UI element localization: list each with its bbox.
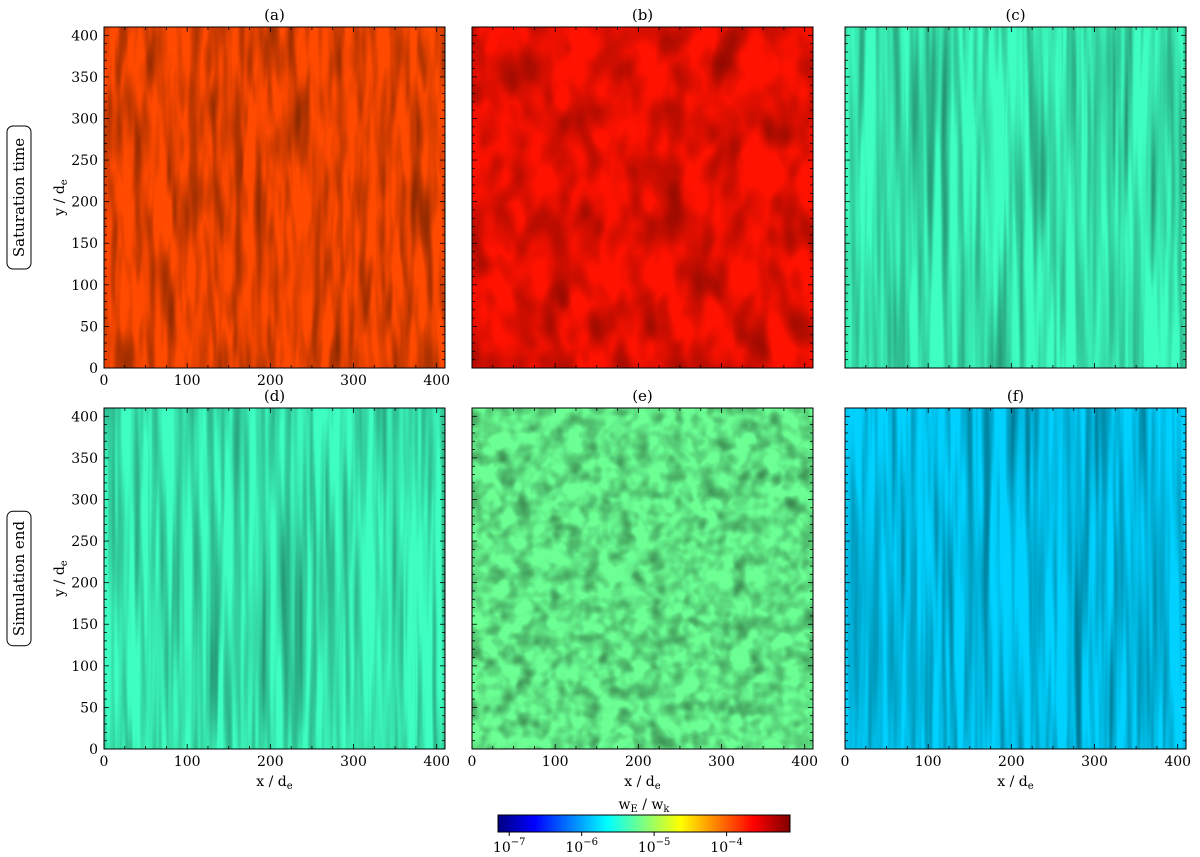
x-tick-label: 200 bbox=[257, 754, 284, 770]
x-tick-label: 200 bbox=[257, 373, 284, 389]
panel-a: (a) 0 100 200 300 400 0 50 100 150 200 250 300 350 400… bbox=[52, 6, 450, 389]
x-tick-label: 100 bbox=[174, 754, 201, 770]
x-axis-label: x / de bbox=[256, 774, 292, 792]
x-tick-label: 0 bbox=[468, 754, 477, 770]
y-tick-label: 350 bbox=[71, 70, 98, 86]
colorbar-tick-label: 10−6 bbox=[565, 837, 598, 856]
x-tick-label: 100 bbox=[542, 754, 569, 770]
colorbar-tick-label: 10−4 bbox=[710, 837, 743, 856]
x-tick-label: 300 bbox=[708, 754, 735, 770]
x-tick-label: 0 bbox=[100, 754, 109, 770]
y-tick-label: 200 bbox=[71, 195, 98, 211]
y-tick-label: 0 bbox=[89, 742, 98, 758]
panel-title: (a) bbox=[264, 6, 285, 24]
x-tick-label: 100 bbox=[915, 754, 942, 770]
x-tick-label: 200 bbox=[998, 754, 1025, 770]
colorbar-tick-label: 10−5 bbox=[638, 837, 671, 856]
panel-b: (b) bbox=[471, 6, 814, 369]
row-labels: Saturation time Simulation end bbox=[6, 125, 32, 647]
panel-frame bbox=[471, 407, 814, 750]
panels: (a) 0 100 200 300 400 0 50 100 150 200 250 300 350 400… bbox=[52, 6, 1191, 792]
x-tick-label: 100 bbox=[174, 373, 201, 389]
y-axis-label: y / de bbox=[52, 179, 70, 217]
y-tick-label: 150 bbox=[71, 236, 98, 252]
y-tick-label: 250 bbox=[71, 153, 98, 169]
y-tick-label: 250 bbox=[71, 534, 98, 550]
x-tick-label: 0 bbox=[841, 754, 850, 770]
colorbar: wE / wk 10−7 10−6 10−5 10−4 bbox=[493, 797, 791, 856]
panel-e: (e) 0 100 200 300 400 x / de bbox=[468, 387, 819, 792]
svg-text:Simulation end: Simulation end bbox=[10, 521, 28, 637]
panel-title: (e) bbox=[632, 387, 653, 405]
x-axis-label: x / de bbox=[997, 774, 1033, 792]
x-tick-label: 400 bbox=[791, 754, 818, 770]
x-tick-label: 300 bbox=[1081, 754, 1108, 770]
panel-f: (f) 0 100 200 300 400 x / de bbox=[841, 387, 1192, 792]
panel-frame bbox=[471, 26, 814, 369]
panel-c: (c) bbox=[844, 6, 1187, 369]
y-tick-label: 50 bbox=[80, 700, 98, 716]
y-tick-label: 350 bbox=[71, 451, 98, 467]
heatmap-texture bbox=[845, 408, 1186, 749]
y-tick-label: 300 bbox=[71, 111, 98, 127]
panel-frame bbox=[844, 407, 1187, 750]
heatmap-texture bbox=[472, 27, 813, 368]
panel-title: (b) bbox=[632, 6, 653, 24]
panel-title: (f) bbox=[1007, 387, 1024, 405]
panel-title: (d) bbox=[264, 387, 285, 405]
heatmap-texture bbox=[845, 27, 1186, 368]
y-tick-label: 300 bbox=[71, 492, 98, 508]
y-tick-label: 100 bbox=[71, 659, 98, 675]
y-tick-label: 0 bbox=[89, 361, 98, 377]
heatmap-texture bbox=[472, 408, 813, 749]
svg-text:Saturation time: Saturation time bbox=[10, 138, 28, 257]
panel-d: (d) 0 100 200 300 400 0 50 100 150 200 250 300 350 400… bbox=[52, 387, 450, 792]
x-tick-label: 400 bbox=[1164, 754, 1191, 770]
y-axis-label: y / de bbox=[52, 560, 70, 598]
panel-frame bbox=[103, 407, 446, 750]
x-tick-label: 300 bbox=[340, 754, 367, 770]
x-tick-label: 400 bbox=[423, 373, 450, 389]
x-tick-label: 400 bbox=[423, 754, 450, 770]
panel-title: (c) bbox=[1005, 6, 1025, 24]
y-tick-label: 200 bbox=[71, 576, 98, 592]
y-tick-label: 150 bbox=[71, 617, 98, 633]
panel-frame bbox=[844, 26, 1187, 369]
y-tick-label: 400 bbox=[71, 28, 98, 44]
x-axis-label: x / de bbox=[624, 774, 660, 792]
row-label: Saturation time bbox=[6, 125, 32, 270]
heatmap-texture bbox=[104, 408, 445, 749]
row-label: Simulation end bbox=[6, 510, 32, 647]
y-tick-label: 50 bbox=[80, 319, 98, 335]
x-tick-label: 200 bbox=[625, 754, 652, 770]
x-tick-label: 300 bbox=[340, 373, 367, 389]
colorbar-gradient bbox=[497, 814, 791, 833]
colorbar-label: wE / wk bbox=[619, 797, 671, 815]
heatmap-texture bbox=[104, 27, 445, 368]
y-tick-label: 100 bbox=[71, 278, 98, 294]
panel-frame bbox=[103, 26, 446, 369]
x-tick-label: 0 bbox=[100, 373, 109, 389]
colorbar-tick-label: 10−7 bbox=[493, 837, 526, 856]
y-tick-label: 400 bbox=[71, 409, 98, 425]
